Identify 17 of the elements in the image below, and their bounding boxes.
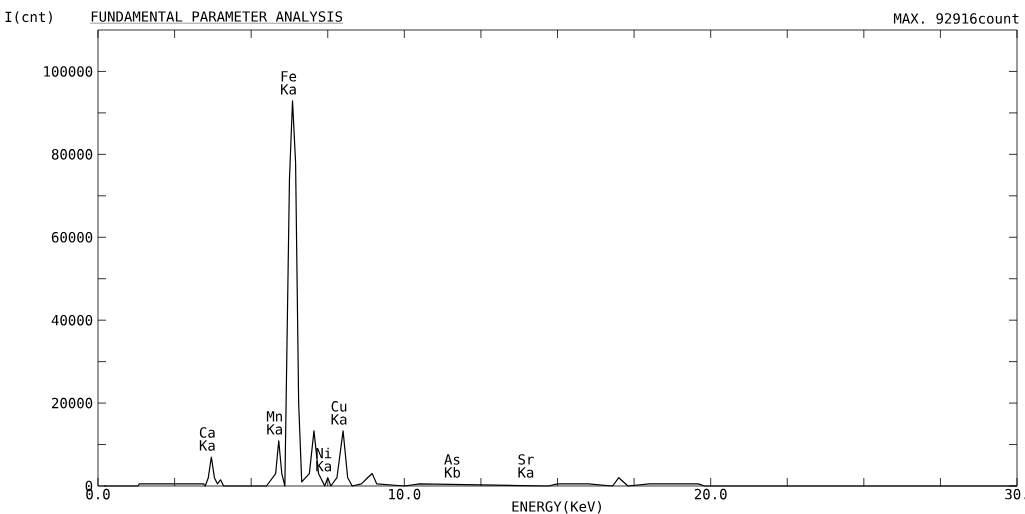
x-axis-title: ENERGY(KeV)	[512, 500, 601, 514]
y-tick-label: 20000	[52, 397, 93, 409]
annotation: Ca Ka	[199, 427, 215, 451]
annotation: As Kb	[444, 454, 461, 478]
text: MAX. 92916count	[893, 13, 1019, 24]
y-tick-label: 60000	[51, 231, 93, 243]
annotation: Mn Ka	[266, 411, 282, 435]
y-tick-label: 100000	[44, 66, 93, 77]
x-tick-label: 20.0	[694, 488, 727, 500]
annotation: Fe Ka	[281, 71, 297, 95]
annotation: Cu Ka	[331, 401, 347, 425]
x-tick-label: 10.0	[389, 488, 421, 500]
chart-title: FUNDAMENTAL PARAMETER ANALYSIS	[91, 11, 343, 22]
y-tick-label: 80000	[51, 149, 93, 160]
y-tick-label: 40000	[51, 314, 93, 326]
y-axis-title: I(cnt)	[5, 11, 52, 24]
annotation: Sr Ka	[518, 454, 534, 478]
